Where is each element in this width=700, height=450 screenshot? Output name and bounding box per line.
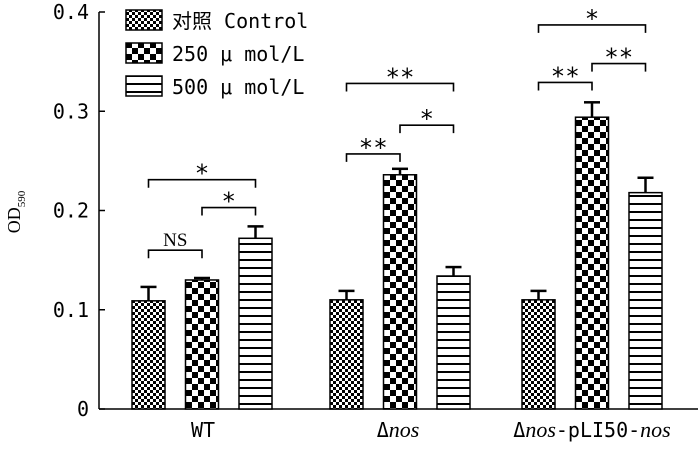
y-tick-label: 0.4 (53, 0, 89, 24)
y-ticks: 0 0.1 0.2 0.3 0.4 (53, 0, 105, 421)
x-tick-label: Δnos (377, 417, 420, 442)
bar (436, 275, 471, 410)
legend-label: 对照 Control (172, 9, 308, 33)
bar (131, 300, 166, 410)
y-axis-title-text: OD (4, 207, 24, 233)
bar (238, 237, 273, 410)
legend-swatch (125, 75, 163, 97)
significance-bracket (147, 178, 257, 188)
bars (131, 116, 663, 410)
x-tick-label: WT (191, 418, 215, 442)
significance-bracket (399, 124, 455, 134)
significance-label: NS (163, 230, 187, 251)
bar (382, 174, 418, 410)
bar (184, 279, 220, 410)
significance-bracket (147, 249, 203, 259)
significance-bracket (591, 62, 647, 72)
y-axis-title-subscript: 590 (16, 190, 28, 207)
bar (521, 299, 556, 410)
bar (628, 191, 663, 410)
significance-bracket (537, 81, 593, 91)
bar (329, 299, 364, 410)
significance-bracket (345, 153, 401, 162)
significance-label: ** (604, 44, 633, 72)
x-tick-labels: WT Δnos Δnos-pLI50-nos (191, 417, 671, 442)
significance-label: ** (386, 63, 415, 91)
legend: 对照 Control 250 μ mol/L 500 μ mol/L (125, 9, 308, 99)
y-axis-title: OD590 (4, 190, 28, 233)
significance-bracket (537, 24, 647, 33)
y-tick-label: 0.3 (53, 99, 89, 123)
significance-label: * (222, 188, 236, 216)
legend-swatch (125, 42, 163, 64)
svg-text:OD590: OD590 (4, 190, 28, 233)
y-tick-label: 0.1 (53, 298, 89, 322)
significance-label: * (420, 105, 434, 133)
y-tick-label: 0.2 (53, 199, 89, 223)
legend-label: 250 μ mol/L (172, 42, 304, 66)
significance-bracket (201, 206, 257, 216)
x-tick-label: Δnos-pLI50-nos (513, 417, 670, 442)
significance-label: * (585, 5, 599, 33)
bar (574, 116, 610, 410)
significance-label: ** (359, 134, 388, 162)
significance-bracket (345, 82, 455, 92)
significance-brackets: NS******* ***** (147, 5, 647, 259)
significance-label: * (195, 160, 209, 188)
legend-swatch (125, 9, 163, 31)
error-bars (140, 101, 654, 301)
y-tick-label: 0 (77, 397, 89, 421)
legend-label: 500 μ mol/L (172, 75, 304, 99)
significance-label: ** (551, 62, 580, 90)
